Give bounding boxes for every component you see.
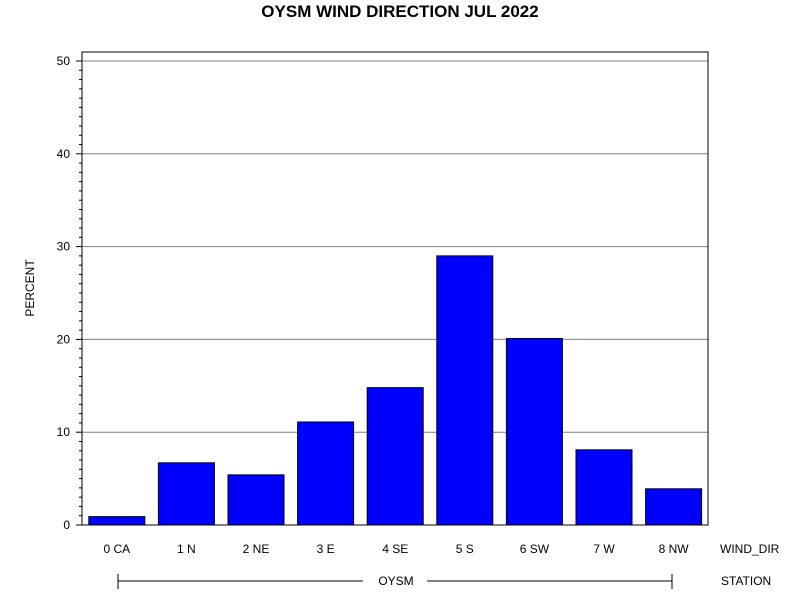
grid-lines (82, 60, 708, 433)
bar-4-se (366, 387, 424, 526)
x-tick-label-0-ca: 0 CA (103, 542, 130, 556)
bar-2-ne (227, 474, 285, 526)
y-tick-label-20: 20 (57, 332, 71, 346)
x-axis-label: WIND_DIR (720, 542, 780, 556)
x-tick-label-1-n: 1 N (177, 542, 196, 556)
y-tick-label-0: 0 (63, 518, 70, 532)
x-tick-label-5-s: 5 S (456, 542, 474, 556)
x-axis: 0 CA 1 N 2 NE 3 E 4 SE 5 S 6 SW 7 W 8 NW (103, 542, 689, 556)
y-tick-label-40: 40 (57, 147, 71, 161)
x-tick-label-4-se: 4 SE (382, 542, 408, 556)
bar-0-ca (88, 516, 146, 526)
bar-3-e (297, 421, 355, 526)
y-tick-label-10: 10 (57, 425, 71, 439)
bar-5-s (436, 255, 494, 526)
x-tick-label-7-w: 7 W (593, 542, 615, 556)
x-tick-label-6-sw: 6 SW (520, 542, 550, 556)
bars (88, 255, 703, 526)
bar-6-sw (505, 337, 563, 526)
bar-1-n (157, 462, 215, 526)
chart-title: OYSM WIND DIRECTION JUL 2022 (261, 2, 538, 21)
x-tick-label-8-nw: 8 NW (659, 542, 690, 556)
y-axis-label: PERCENT (23, 259, 37, 317)
y-tick-label-50: 50 (57, 54, 71, 68)
bar-7-w (575, 449, 633, 526)
x-tick-label-2-ne: 2 NE (243, 542, 270, 556)
plot-frame (81, 51, 709, 526)
station-group: OYSM STATION (117, 574, 771, 589)
y-tick-label-30: 30 (57, 240, 71, 254)
station-value: OYSM (378, 574, 413, 588)
station-label: STATION (721, 574, 771, 588)
bar-8-nw (645, 488, 703, 526)
y-axis: 0 10 20 30 40 50 (57, 54, 82, 532)
x-tick-label-3-e: 3 E (317, 542, 335, 556)
